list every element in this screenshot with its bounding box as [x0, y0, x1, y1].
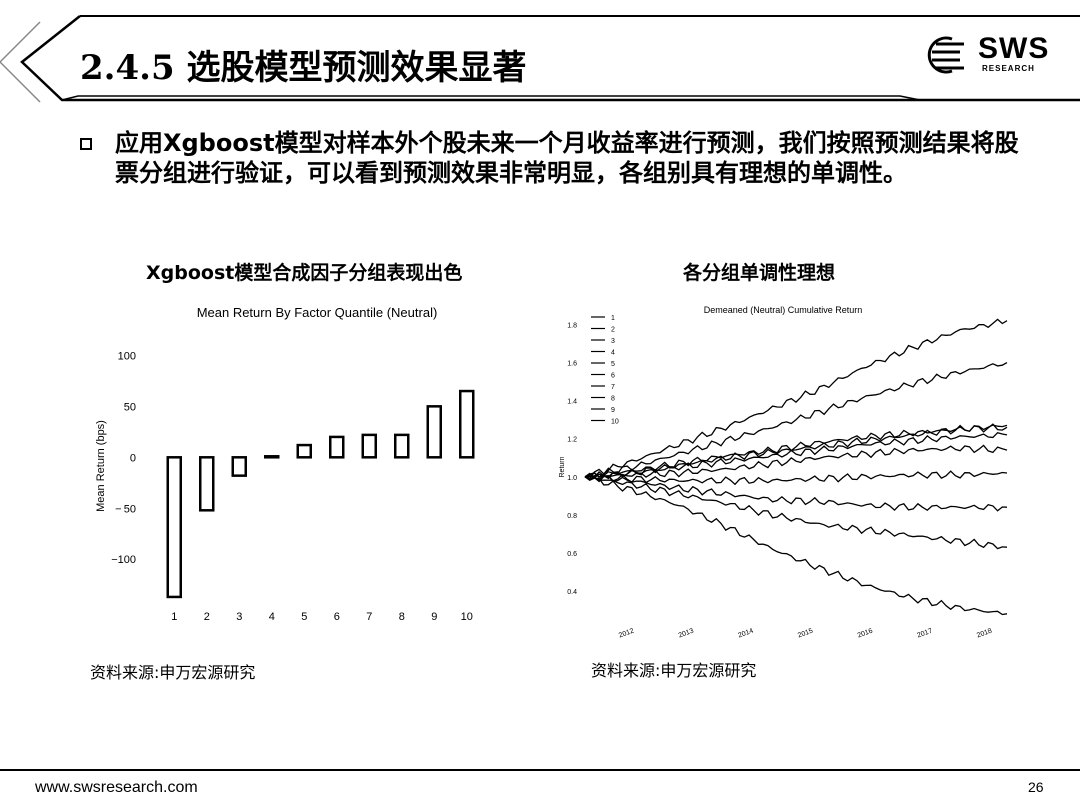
line-chart-xtick: 2012 [618, 628, 635, 640]
bar [329, 435, 345, 459]
bar-chart-ytick: 50 [124, 401, 136, 413]
legend-label: 3 [611, 338, 615, 345]
series-line-8 [584, 423, 1008, 479]
bar-chart-xtick: 9 [431, 611, 437, 623]
legend-label: 4 [611, 350, 615, 357]
series-line-4 [584, 470, 1008, 486]
logo-name: SWS [978, 32, 1050, 65]
legend-label: 1 [611, 315, 615, 322]
line-chart-ytick: 0.8 [567, 513, 577, 520]
series-line-3 [584, 472, 1008, 512]
bar-chart-ytick: 0 [130, 452, 136, 464]
legend-label: 10 [611, 419, 619, 426]
bullet-square-icon [80, 138, 92, 150]
series-line-7 [584, 424, 1008, 478]
bar-chart-ytick: 100 [118, 350, 136, 362]
line-chart-ytick: 0.6 [567, 551, 577, 558]
bar-chart-xtick: 10 [461, 611, 473, 623]
line-chart-ytick: 1.0 [567, 475, 577, 482]
right-chart-source: 资料来源:申万宏源研究 [591, 661, 757, 680]
bar-chart-xtick: 4 [269, 611, 275, 623]
bar-chart-ytick: − 50 [115, 503, 136, 515]
bar [166, 456, 182, 599]
series-line-10 [584, 318, 1008, 480]
line-chart-xtick: 2017 [916, 628, 933, 640]
bar-chart-xtick: 6 [334, 611, 340, 623]
bar-chart-xtick: 2 [204, 611, 210, 623]
logo-subtitle: RESEARCH [982, 64, 1035, 73]
right-chart-subtitle: 各分组单调性理想 [683, 262, 836, 284]
line-chart-ylabel: Return [559, 456, 566, 477]
legend-label: 5 [611, 361, 615, 368]
bar-chart: Mean Return By Factor Quantile (Neutral)… [95, 305, 475, 623]
series-line-6 [584, 431, 1008, 481]
line-chart-title: Demeaned (Neutral) Cumulative Return [704, 305, 863, 315]
bar-chart-xtick: 7 [366, 611, 372, 623]
line-chart-ytick: 1.4 [567, 399, 577, 406]
legend-label: 8 [611, 396, 615, 403]
series-line-1 [584, 476, 1008, 616]
sws-logo [927, 36, 964, 74]
bar-chart-title: Mean Return By Factor Quantile (Neutral) [197, 305, 438, 320]
page-number: 26 [1028, 779, 1044, 795]
line-chart-xtick: 2016 [857, 628, 874, 640]
line-chart-xtick: 2014 [737, 628, 754, 640]
line-chart-xtick: 2015 [797, 628, 814, 640]
bar [394, 433, 410, 459]
legend-label: 9 [611, 407, 615, 414]
bar-chart-ytick: −100 [111, 554, 136, 566]
footer-url: www.swsresearch.com [35, 779, 198, 796]
bar-chart-xtick: 5 [301, 611, 307, 623]
bar [459, 389, 475, 459]
bar [199, 456, 215, 512]
left-chart-subtitle: Xgboost模型合成因子分组表现出色 [146, 262, 463, 284]
line-chart-ytick: 1.2 [567, 437, 577, 444]
line-chart-ytick: 1.8 [567, 323, 577, 330]
bar-chart-xtick: 8 [399, 611, 405, 623]
header-frame [0, 15, 1080, 103]
footer-divider [0, 769, 1080, 771]
legend-label: 2 [611, 327, 615, 334]
legend-label: 6 [611, 373, 615, 380]
line-chart-ytick: 1.6 [567, 361, 577, 368]
line-chart-xtick: 2018 [976, 628, 993, 640]
legend-label: 7 [611, 384, 615, 391]
line-chart: Demeaned (Neutral) Cumulative Return Ret… [559, 305, 1008, 640]
left-chart-source: 资料来源:申万宏源研究 [90, 663, 256, 682]
line-chart-ytick: 0.4 [567, 589, 577, 596]
bullet-text: 应用Xgboost模型对样本外个股未来一个月收益率进行预测，我们按照预测结果将股… [115, 129, 1019, 187]
bar [426, 405, 442, 459]
line-chart-xtick: 2013 [678, 628, 695, 640]
bar-chart-xtick: 1 [171, 611, 177, 623]
bar [296, 443, 312, 459]
bar [361, 433, 377, 459]
page-title: 2.4.5 选股模型预测效果显著 [80, 48, 527, 88]
bar-chart-ylabel: Mean Return (bps) [95, 420, 107, 512]
bar [264, 455, 280, 459]
bar [231, 456, 247, 477]
series-line-2 [584, 475, 1008, 550]
bar-chart-xtick: 3 [236, 611, 242, 623]
series-line-9 [584, 362, 1008, 478]
